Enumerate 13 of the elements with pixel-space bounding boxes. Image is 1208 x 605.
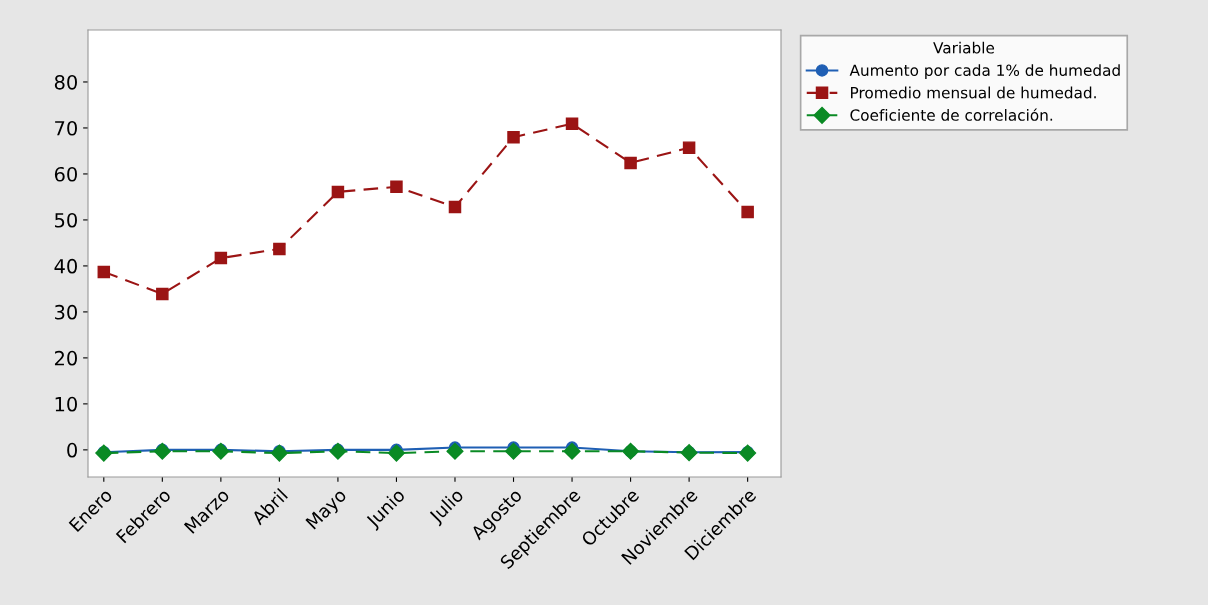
y-tick-label: 70: [55, 120, 77, 136]
legend-label: Aumento por cada 1% de humedad: [849, 64, 1120, 79]
y-tick-label: 20: [54, 350, 77, 366]
y-tick-label: 40: [54, 258, 77, 274]
y-tick-label: 50: [55, 212, 77, 228]
y-tick-label: 80: [54, 74, 77, 90]
y-tick-label: 10: [55, 396, 77, 412]
y-tick-label: 30: [55, 304, 77, 320]
legend-label: Coeficiente de correlación.: [850, 108, 1053, 121]
legend-title: Variable: [933, 41, 995, 54]
y-tick-label: 60: [54, 166, 77, 182]
y-tick-label: 0: [67, 442, 77, 458]
legend-label: Promedio mensual de humedad.: [851, 86, 1096, 99]
